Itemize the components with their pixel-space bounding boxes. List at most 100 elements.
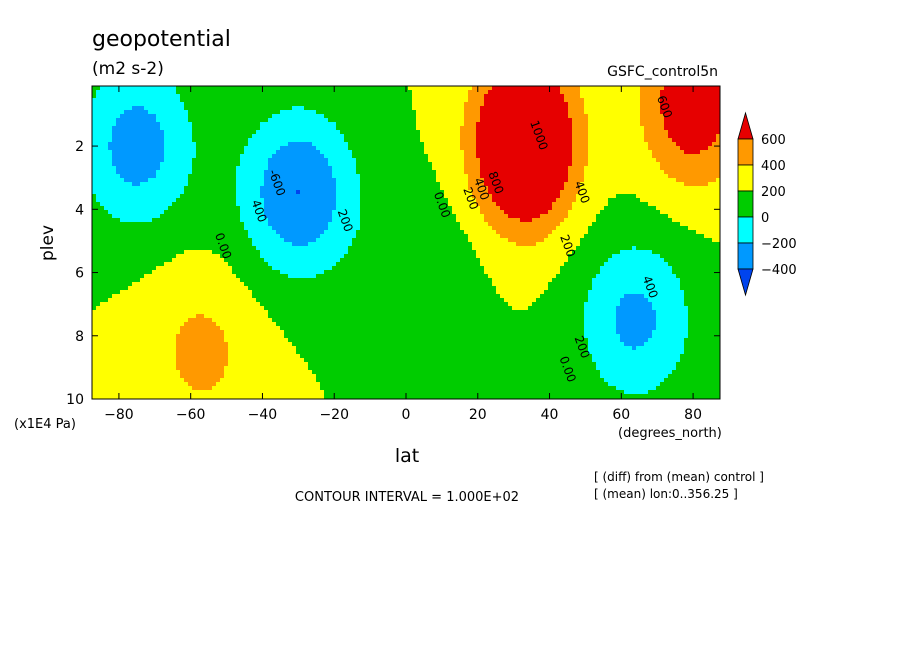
field-cell [288,134,293,139]
field-cell [120,262,125,267]
field-cell [92,86,97,91]
field-cell [128,314,133,319]
field-cell [104,374,109,379]
field-cell [288,146,293,151]
field-cell [92,334,97,339]
field-cell [152,290,157,295]
field-cell [204,206,209,211]
field-cell [120,198,125,203]
field-cell [124,86,129,91]
field-cell [156,366,161,371]
field-cell [216,114,221,119]
field-cell [148,358,153,363]
field-cell [92,138,97,143]
field-cell [152,214,157,219]
field-cell [132,194,137,199]
field-cell [304,142,309,147]
field-cell [208,186,213,191]
field-cell [200,186,205,191]
field-cell [200,146,205,151]
field-cell [248,194,253,199]
field-cell [120,162,125,167]
field-cell [284,274,289,279]
field-cell [272,326,277,331]
field-cell [188,234,193,239]
field-cell [152,366,157,371]
field-cell [140,266,145,271]
field-cell [128,274,133,279]
field-cell [252,382,257,387]
field-cell [132,206,137,211]
field-cell [156,118,161,123]
field-cell [228,190,233,195]
field-cell [340,386,345,391]
field-cell [152,274,157,279]
field-cell [148,378,153,383]
field-cell [216,206,221,211]
field-cell [172,158,177,163]
field-cell [228,158,233,163]
field-cell [216,90,221,95]
field-cell [200,390,205,395]
field-cell [252,202,257,207]
field-cell [248,374,253,379]
field-cell [156,322,161,327]
field-cell [184,106,189,111]
field-cell [152,226,157,231]
field-cell [92,338,97,343]
field-cell [108,270,113,275]
field-cell [224,230,229,235]
field-cell [308,314,313,319]
field-cell [184,262,189,267]
field-cell [232,138,237,143]
field-cell [276,262,281,267]
field-cell [264,174,269,179]
field-cell [212,222,217,227]
field-cell [204,118,209,123]
field-cell [264,286,269,291]
field-cell [132,326,137,331]
field-cell [220,158,225,163]
field-cell [256,238,261,243]
field-cell [132,330,137,335]
field-cell [124,254,129,259]
field-cell [104,182,109,187]
field-cell [280,266,285,271]
field-cell [156,386,161,391]
field-cell [312,270,317,275]
field-cell [244,282,249,287]
field-cell [332,366,337,371]
field-cell [212,178,217,183]
field-cell [208,214,213,219]
field-cell [292,254,297,259]
field-cell [204,282,209,287]
field-cell [132,94,137,99]
field-cell [252,266,257,271]
field-cell [208,238,213,243]
field-cell [228,166,233,171]
field-cell [180,274,185,279]
field-cell [200,222,205,227]
field-cell [316,362,321,367]
field-cell [308,394,313,399]
field-cell [228,234,233,239]
field-cell [180,166,185,171]
field-cell [152,186,157,191]
field-cell [228,266,233,271]
field-cell [128,334,133,339]
field-cell [268,166,273,171]
field-cell [296,250,301,255]
field-cell [312,138,317,143]
field-cell [216,106,221,111]
field-cell [124,230,129,235]
field-cell [116,358,121,363]
field-cell [168,378,173,383]
field-cell [92,306,97,311]
field-cell [260,242,265,247]
field-cell [168,158,173,163]
field-cell [268,98,273,103]
field-cell [296,282,301,287]
field-cell [160,238,165,243]
field-cell [144,190,149,195]
field-cell [148,290,153,295]
